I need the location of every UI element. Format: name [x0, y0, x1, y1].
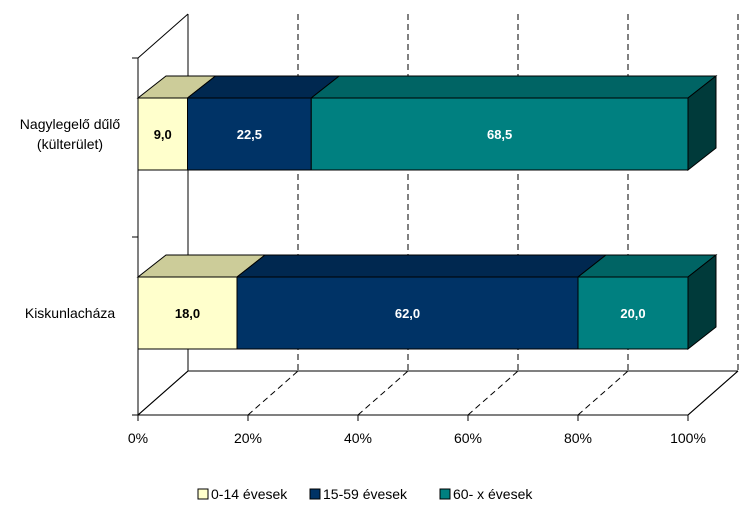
x-tick-label: 60%	[454, 430, 482, 446]
bar-front-face	[187, 97, 312, 171]
bar-segment	[576, 253, 718, 351]
bars-layer	[136, 74, 718, 351]
x-tick-label: 20%	[234, 430, 262, 446]
floor-gridline	[137, 370, 189, 416]
data-label: 20,0	[620, 306, 645, 321]
bar-top-face	[309, 75, 718, 99]
floor-gridline	[467, 370, 519, 416]
bar-segment	[136, 254, 267, 350]
data-label: 62,0	[395, 306, 420, 321]
legend-entry: 0-14 évesek	[211, 486, 288, 502]
bar-segment	[235, 254, 608, 350]
floor-gridline	[247, 370, 299, 416]
legend-swatch	[439, 488, 451, 500]
bar-top-face	[235, 254, 608, 278]
bar-front-face	[236, 276, 579, 350]
bar-segment	[186, 75, 341, 171]
bar-front-face	[310, 97, 689, 171]
labels-layer: 0% 20% 40% 60% 80% 100% 9,0 22,5 68,5 Nagylegelő …	[20, 116, 706, 446]
legend-entry: 15-59 évesek	[323, 486, 408, 502]
bar-side-face	[687, 253, 717, 351]
x-tick-label: 0%	[128, 430, 148, 446]
data-label: 68,5	[487, 127, 512, 142]
bar-front-face	[577, 276, 689, 350]
legend-entry: 60- x évesek	[453, 486, 533, 502]
legend-swatch	[197, 488, 209, 500]
legend-swatch	[309, 488, 321, 500]
bar-front-face	[137, 276, 238, 350]
x-tick-label: 80%	[564, 430, 592, 446]
category-label: Nagylegelő dűlő	[20, 116, 121, 132]
floor-gridline	[577, 370, 629, 416]
x-tick-label: 100%	[670, 430, 706, 446]
data-label: 9,0	[154, 127, 172, 142]
bar-segment	[309, 74, 718, 172]
x-tick-label: 40%	[344, 430, 372, 446]
bar-front-face	[137, 97, 188, 171]
wall-top-depth-edge	[137, 13, 189, 59]
floor-gridline	[357, 370, 409, 416]
data-label: 18,0	[175, 306, 200, 321]
bar-side-face	[687, 74, 717, 172]
legend: 0-14 évesek 15-59 évesek 60- x évesek	[197, 486, 533, 502]
category-label: Kiskunlacháza	[25, 305, 115, 321]
category-label: (külterület)	[37, 136, 103, 152]
data-label: 22,5	[237, 127, 262, 142]
grid-layer	[132, 13, 739, 421]
floor-gridline	[687, 370, 739, 416]
